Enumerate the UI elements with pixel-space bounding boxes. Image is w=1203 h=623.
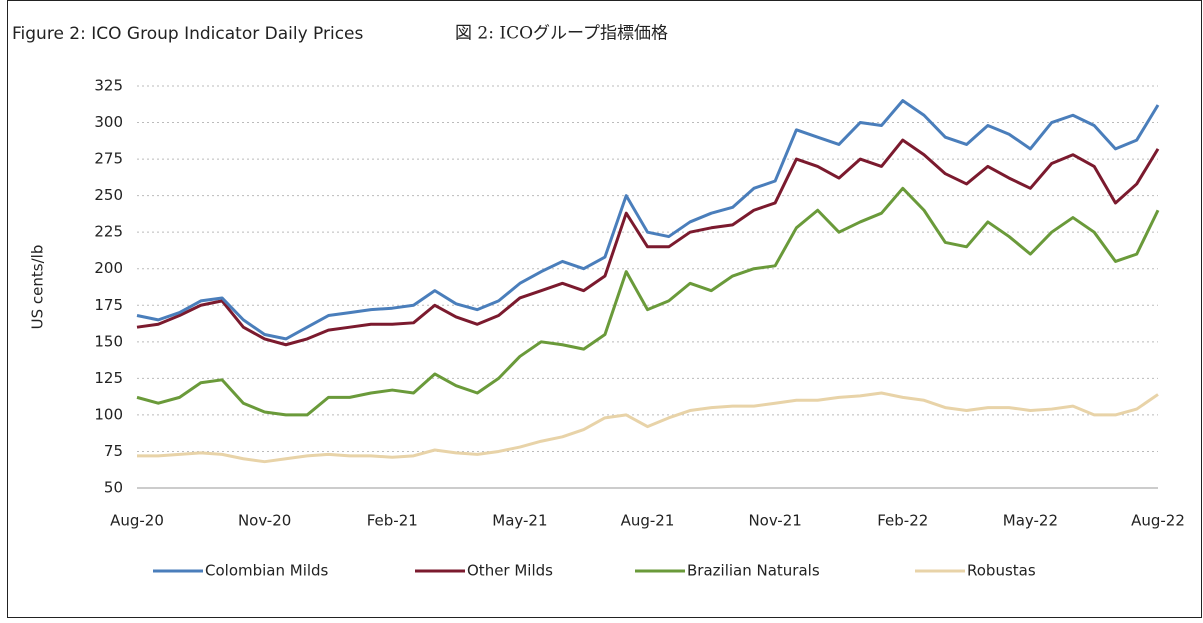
- chart-subtitle: 図 2: ICOグループ指標価格: [455, 24, 668, 44]
- y-tick-label: 225: [94, 223, 123, 241]
- y-tick-label: 175: [94, 296, 123, 314]
- y-tick-label: 250: [94, 186, 123, 204]
- x-tick-label: Nov-21: [748, 512, 801, 530]
- x-tick-label: Feb-22: [877, 512, 928, 530]
- frame: [7, 0, 1202, 618]
- legend-label: Other Milds: [467, 562, 553, 580]
- y-tick-label: 75: [104, 442, 123, 460]
- y-axis-label: US cents/lb: [29, 245, 47, 330]
- y-tick-label: 325: [94, 77, 123, 95]
- legend-label: Colombian Milds: [205, 562, 329, 580]
- y-tick-label: 125: [94, 369, 123, 387]
- y-tick-label: 300: [94, 113, 123, 131]
- x-tick-label: Aug-21: [621, 512, 675, 530]
- x-tick-label: May-21: [492, 512, 547, 530]
- legend-label: Brazilian Naturals: [687, 562, 820, 580]
- y-tick-label: 275: [94, 150, 123, 168]
- y-tick-label: 200: [94, 259, 123, 277]
- series-line: [137, 391, 1159, 464]
- legend-label: Robustas: [967, 562, 1036, 580]
- chart-title: Figure 2: ICO Group Indicator Daily Pric…: [12, 24, 363, 44]
- x-tick-label: Aug-20: [110, 512, 164, 530]
- x-tick-label: Feb-21: [367, 512, 418, 530]
- y-tick-label: 50: [104, 479, 123, 497]
- series-line: [136, 186, 1160, 417]
- x-tick-label: May-22: [1003, 512, 1058, 530]
- x-tick-label: Aug-22: [1131, 512, 1185, 530]
- y-tick-label: 100: [94, 405, 123, 423]
- x-tick-label: Nov-20: [238, 512, 291, 530]
- series-line: [136, 99, 1160, 341]
- series-line: [136, 138, 1160, 347]
- y-tick-label: 150: [94, 332, 123, 350]
